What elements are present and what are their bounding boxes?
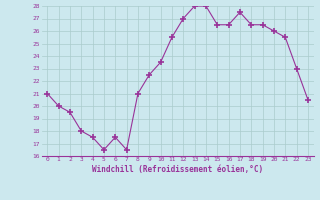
X-axis label: Windchill (Refroidissement éolien,°C): Windchill (Refroidissement éolien,°C)	[92, 165, 263, 174]
